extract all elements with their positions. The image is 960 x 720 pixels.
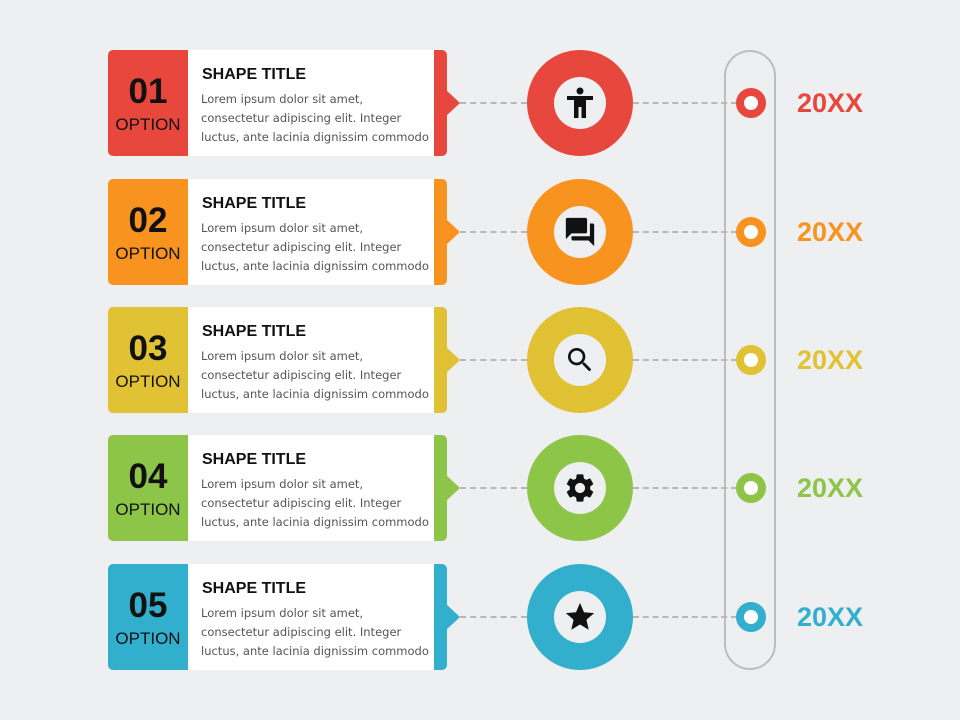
option-badge: 03 OPTION <box>108 307 188 413</box>
timeline-row: 03 OPTION SHAPE TITLE Lorem ipsum dolor … <box>0 307 960 413</box>
timeline-row: 05 OPTION SHAPE TITLE Lorem ipsum dolor … <box>0 564 960 670</box>
shape-title: SHAPE TITLE <box>202 323 307 340</box>
card-accent <box>434 50 447 156</box>
shape-title: SHAPE TITLE <box>202 66 307 83</box>
year-label: 20XX <box>797 473 864 503</box>
connector-line <box>460 231 527 233</box>
option-label: OPTION <box>115 372 181 391</box>
card-accent <box>434 564 447 670</box>
timeline-marker <box>736 217 766 247</box>
option-label: OPTION <box>115 500 181 519</box>
connector-line <box>633 359 737 361</box>
accessibility-icon <box>554 77 606 129</box>
card-pointer <box>446 604 460 630</box>
option-badge: 04 OPTION <box>108 435 188 541</box>
connector-line <box>633 487 737 489</box>
shape-title: SHAPE TITLE <box>202 580 307 597</box>
card-pointer <box>446 90 460 116</box>
option-number: 04 <box>128 457 168 496</box>
connector-line <box>633 231 737 233</box>
card-pointer <box>446 219 460 245</box>
option-card: SHAPE TITLE Lorem ipsum dolor sit amet, … <box>188 435 434 541</box>
star-icon <box>554 591 606 643</box>
year-label: 20XX <box>797 602 864 632</box>
card-accent <box>434 435 447 541</box>
chat-bubbles-icon <box>554 206 606 258</box>
shape-title: SHAPE TITLE <box>202 195 307 212</box>
option-number: 05 <box>128 586 168 625</box>
option-badge: 05 OPTION <box>108 564 188 670</box>
card-accent <box>434 179 447 285</box>
search-icon <box>554 334 606 386</box>
option-card: SHAPE TITLE Lorem ipsum dolor sit amet, … <box>188 307 434 413</box>
shape-title: SHAPE TITLE <box>202 451 307 468</box>
year-label: 20XX <box>797 88 864 118</box>
gear-icon <box>554 462 606 514</box>
option-number: 02 <box>128 201 168 240</box>
icon-circle <box>527 307 633 413</box>
card-accent <box>434 307 447 413</box>
connector-line <box>460 102 527 104</box>
icon-circle <box>527 435 633 541</box>
card-pointer <box>446 347 460 373</box>
year-label: 20XX <box>797 345 864 375</box>
shape-description: Lorem ipsum dolor sit amet, consectetur … <box>201 349 429 401</box>
shape-description: Lorem ipsum dolor sit amet, consectetur … <box>201 606 429 658</box>
option-number: 03 <box>128 329 168 368</box>
timeline-row: 01 OPTION SHAPE TITLE Lorem ipsum dolor … <box>0 50 960 156</box>
shape-description: Lorem ipsum dolor sit amet, consectetur … <box>201 221 429 273</box>
option-badge: 02 OPTION <box>108 179 188 285</box>
timeline-marker <box>736 88 766 118</box>
card-pointer <box>446 475 460 501</box>
icon-circle <box>527 179 633 285</box>
year-label: 20XX <box>797 217 864 247</box>
icon-circle <box>527 564 633 670</box>
timeline-row: 04 OPTION SHAPE TITLE Lorem ipsum dolor … <box>0 435 960 541</box>
shape-description: Lorem ipsum dolor sit amet, consectetur … <box>201 477 429 529</box>
timeline-marker <box>736 473 766 503</box>
option-number: 01 <box>128 72 168 111</box>
connector-line <box>460 616 527 618</box>
connector-line <box>460 487 527 489</box>
timeline-row: 02 OPTION SHAPE TITLE Lorem ipsum dolor … <box>0 179 960 285</box>
option-badge: 01 OPTION <box>108 50 188 156</box>
connector-line <box>460 359 527 361</box>
icon-circle <box>527 50 633 156</box>
option-label: OPTION <box>115 115 181 134</box>
timeline-marker <box>736 345 766 375</box>
option-label: OPTION <box>115 244 181 263</box>
shape-description: Lorem ipsum dolor sit amet, consectetur … <box>201 92 429 144</box>
connector-line <box>633 102 737 104</box>
option-label: OPTION <box>115 629 181 648</box>
option-card: SHAPE TITLE Lorem ipsum dolor sit amet, … <box>188 179 434 285</box>
option-card: SHAPE TITLE Lorem ipsum dolor sit amet, … <box>188 564 434 670</box>
connector-line <box>633 616 737 618</box>
timeline-marker <box>736 602 766 632</box>
option-card: SHAPE TITLE Lorem ipsum dolor sit amet, … <box>188 50 434 156</box>
